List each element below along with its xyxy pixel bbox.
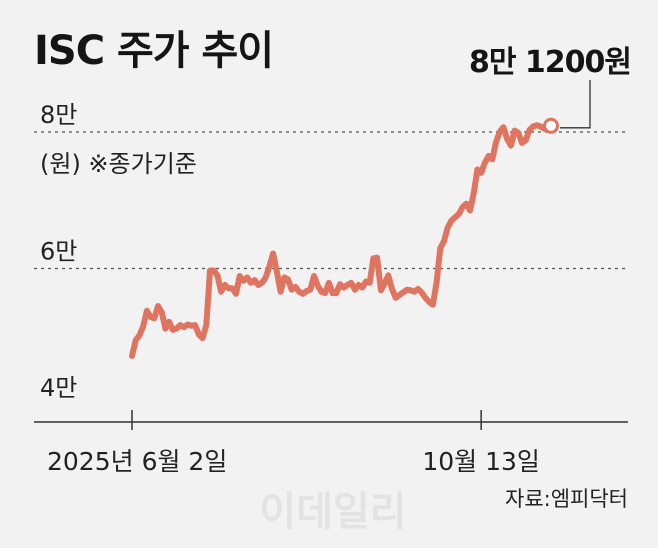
- source-note: 자료:엠피닥터: [505, 487, 628, 511]
- last-value-label: 8만 1200원: [469, 45, 631, 80]
- unit-note: (원) ※종가기준: [40, 150, 197, 178]
- x-axis-ticks: 2025년 6월 2일 10월 13일: [47, 410, 540, 476]
- x-tick-label-94: 10월 13일: [422, 447, 540, 476]
- callout-leader-line: [560, 80, 591, 129]
- series-layer: [129, 117, 559, 359]
- chart-title: ISC 주가 추이: [34, 28, 273, 74]
- grid-lines: [34, 131, 628, 270]
- last-point-marker: [543, 117, 559, 134]
- price-line: [129, 120, 551, 359]
- y-tick-label-40000: 4만: [40, 374, 77, 402]
- watermark: 이데일리: [259, 489, 406, 535]
- y-tick-label-60000: 6만: [40, 238, 77, 266]
- y-axis-ticks: 4만 6만 8만: [40, 101, 77, 402]
- x-tick-label-0: 2025년 6월 2일: [47, 447, 227, 476]
- callout-leader: [560, 80, 591, 129]
- y-tick-label-80000: 8만: [40, 101, 77, 129]
